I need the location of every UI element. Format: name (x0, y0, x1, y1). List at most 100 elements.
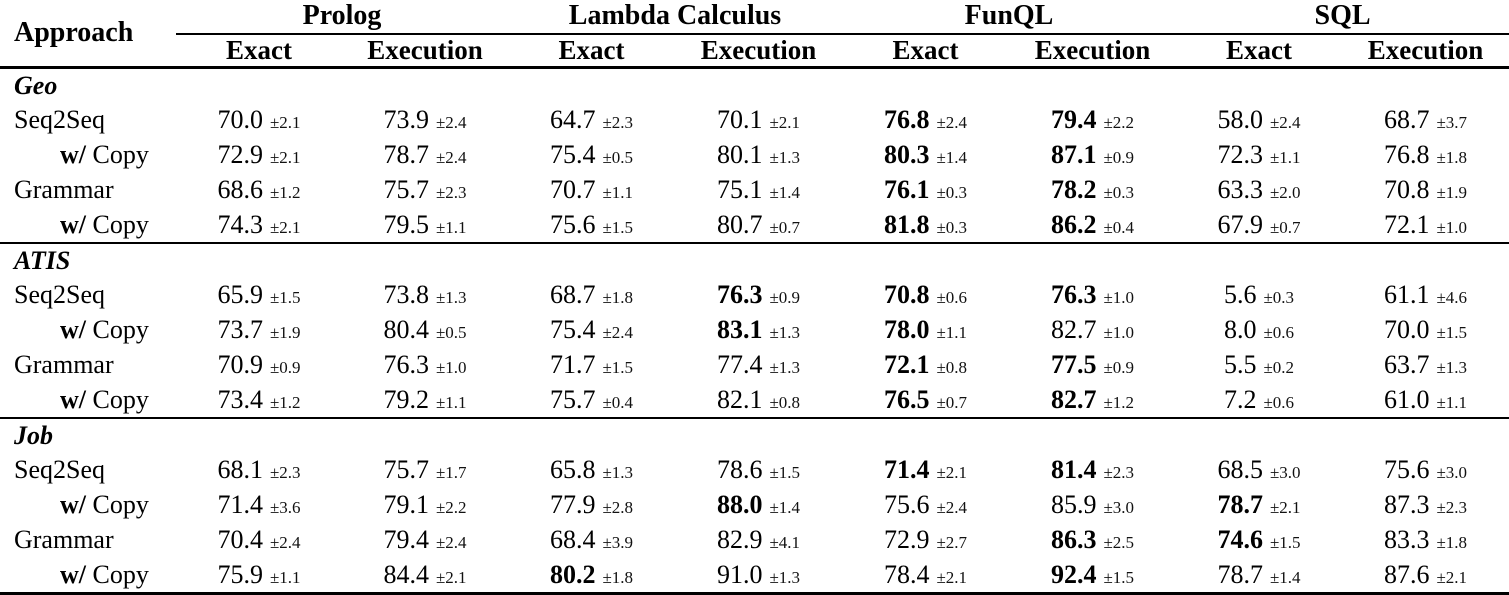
metric-value: 75.6 (883, 489, 930, 519)
metric-stddev: ±0.3 (936, 217, 968, 237)
value-cell: 74.3 ±2.1 (176, 207, 342, 243)
metric-stddev: ±2.3 (435, 182, 467, 202)
metric-value: 91.0 (716, 559, 763, 589)
value-cell: 80.1 ±1.3 (675, 137, 842, 172)
value-cell: 75.1 ±1.4 (675, 172, 842, 207)
value-cell: 72.1 ±1.0 (1342, 207, 1509, 243)
metric-stddev: ±0.9 (1103, 147, 1135, 167)
value-cell: 83.1 ±1.3 (675, 312, 842, 347)
metric-value: 68.7 (1383, 104, 1430, 134)
metric-value: 75.7 (549, 384, 596, 414)
value-cell: 79.4 ±2.2 (1009, 102, 1176, 137)
metric-stddev: ±1.7 (435, 462, 467, 482)
section-label: Job (0, 417, 1509, 452)
approach-prefix: w/ (60, 209, 86, 239)
subheader-prolog-exact: Exact (176, 34, 342, 69)
value-cell: 92.4 ±1.5 (1009, 557, 1177, 595)
metric-stddev: ±1.0 (1103, 322, 1135, 342)
metric-stddev: ±3.0 (1436, 462, 1468, 482)
value-cell: 78.2 ±0.3 (1009, 172, 1176, 207)
metric-value: 81.4 (1050, 454, 1097, 484)
metric-stddev: ±1.1 (435, 392, 467, 412)
metric-stddev: ±2.2 (1103, 112, 1135, 132)
metric-value: 70.7 (549, 174, 596, 204)
metric-stddev: ±2.4 (435, 532, 467, 552)
metric-stddev: ±1.4 (936, 147, 968, 167)
value-cell: 74.6 ±1.5 (1176, 522, 1342, 557)
metric-value: 73.8 (383, 279, 429, 309)
subheader-sql-exact: Exact (1176, 34, 1343, 69)
metric-stddev: ±3.0 (1103, 497, 1135, 517)
metric-stddev: ±0.5 (602, 147, 634, 167)
value-cell: 76.5 ±0.7 (842, 382, 1009, 418)
metric-stddev: ±1.0 (1436, 217, 1468, 237)
value-cell: 82.7 ±1.0 (1009, 312, 1176, 347)
metric-value: 68.4 (549, 524, 596, 554)
approach-prefix: w/ (60, 384, 86, 414)
approach-prefix: w/ (60, 139, 86, 169)
value-cell: 83.3 ±1.8 (1342, 522, 1509, 557)
metric-value: 79.4 (383, 524, 429, 554)
metric-stddev: ±1.2 (269, 392, 301, 412)
metric-stddev: ±0.3 (936, 182, 968, 202)
value-cell: 70.1 ±2.1 (675, 102, 842, 137)
value-cell: 79.4 ±2.4 (342, 522, 508, 557)
metric-value: 76.1 (883, 174, 930, 204)
metric-value: 78.0 (883, 314, 930, 344)
value-cell: 78.7 ±1.4 (1176, 557, 1343, 595)
metric-stddev: ±4.1 (769, 532, 801, 552)
value-cell: 61.0 ±1.1 (1342, 382, 1509, 418)
value-cell: 77.9 ±2.8 (508, 487, 675, 522)
metric-value: 68.7 (549, 279, 596, 309)
metric-stddev: ±3.7 (1436, 112, 1468, 132)
metric-value: 70.8 (883, 279, 930, 309)
metric-value: 78.7 (383, 139, 429, 169)
section-row: Geo (0, 66, 1509, 102)
metric-value: 80.1 (716, 139, 763, 169)
approach-prefix: w/ (60, 314, 86, 344)
metric-value: 75.7 (383, 174, 429, 204)
metric-value: 83.1 (716, 314, 763, 344)
metric-value: 75.6 (549, 209, 596, 239)
group-header-lambda-calculus: Lambda Calculus (508, 0, 842, 35)
metric-value: 75.4 (549, 314, 596, 344)
approach-label: Copy (92, 559, 149, 589)
value-cell: 71.7 ±1.5 (508, 347, 675, 382)
metric-stddev: ±0.4 (1103, 217, 1135, 237)
value-cell: 85.9 ±3.0 (1009, 487, 1176, 522)
metric-stddev: ±2.1 (269, 112, 301, 132)
metric-stddev: ±1.5 (1103, 567, 1135, 587)
value-cell: 68.5 ±3.0 (1176, 452, 1342, 487)
value-cell: 72.9 ±2.1 (176, 137, 342, 172)
value-cell: 61.1 ±4.6 (1342, 277, 1509, 312)
metric-value: 78.7 (1217, 559, 1263, 589)
section-label: Geo (0, 66, 1509, 102)
table-row: Grammar 70.9 ±0.9 76.3 ±1.0 71.7 ±1.5 77.4 ±1.3 7… (0, 347, 1509, 382)
metric-value: 77.9 (549, 489, 596, 519)
metric-stddev: ±1.3 (435, 287, 467, 307)
value-cell: 76.3 ±0.9 (675, 277, 842, 312)
subheader-row: Exact Execution Exact Execution Exact Ex… (0, 34, 1509, 69)
metric-value: 86.2 (1050, 209, 1097, 239)
metric-stddev: ±2.1 (269, 217, 301, 237)
subheader-funql-exact: Exact (842, 34, 1009, 69)
approach-cell: Grammar (0, 522, 176, 557)
metric-value: 70.0 (1383, 314, 1430, 344)
value-cell: 8.0 ±0.6 (1176, 312, 1342, 347)
metric-value: 65.9 (217, 279, 263, 309)
value-cell: 86.3 ±2.5 (1009, 522, 1176, 557)
metric-value: 73.9 (383, 104, 429, 134)
value-cell: 68.7 ±1.8 (508, 277, 675, 312)
value-cell: 70.0 ±1.5 (1342, 312, 1509, 347)
metric-value: 76.8 (1383, 139, 1430, 169)
value-cell: 75.6 ±3.0 (1342, 452, 1509, 487)
value-cell: 71.4 ±3.6 (176, 487, 342, 522)
value-cell: 82.9 ±4.1 (675, 522, 842, 557)
metric-stddev: ±2.3 (269, 462, 301, 482)
metric-value: 81.8 (883, 209, 930, 239)
value-cell: 75.7 ±1.7 (342, 452, 508, 487)
metric-stddev: ±1.5 (602, 357, 634, 377)
metric-stddev: ±0.7 (936, 392, 968, 412)
metric-stddev: ±1.9 (1436, 182, 1468, 202)
metric-stddev: ±1.3 (602, 462, 634, 482)
